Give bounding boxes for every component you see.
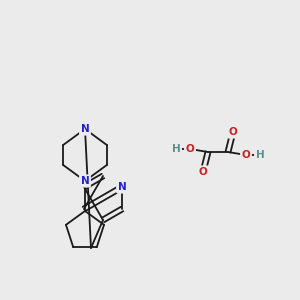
Text: O: O [199, 167, 207, 177]
Text: N: N [81, 176, 89, 186]
Text: O: O [229, 127, 237, 137]
Text: N: N [118, 182, 126, 192]
Text: H: H [256, 150, 264, 160]
Text: O: O [186, 144, 194, 154]
Text: N: N [81, 124, 89, 134]
Text: H: H [172, 144, 180, 154]
Text: O: O [242, 150, 250, 160]
